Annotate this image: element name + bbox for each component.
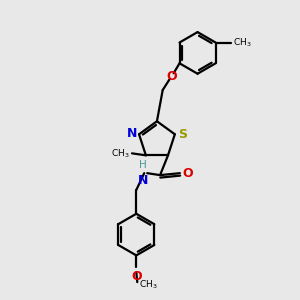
Text: N: N <box>138 174 148 187</box>
Text: N: N <box>127 127 137 140</box>
Text: O: O <box>166 70 177 83</box>
Text: H: H <box>140 160 147 170</box>
Text: CH$_3$: CH$_3$ <box>111 147 130 160</box>
Text: CH$_3$: CH$_3$ <box>233 36 252 49</box>
Text: O: O <box>183 167 194 180</box>
Text: CH$_3$: CH$_3$ <box>139 279 158 291</box>
Text: O: O <box>131 270 142 283</box>
Text: S: S <box>178 128 187 141</box>
